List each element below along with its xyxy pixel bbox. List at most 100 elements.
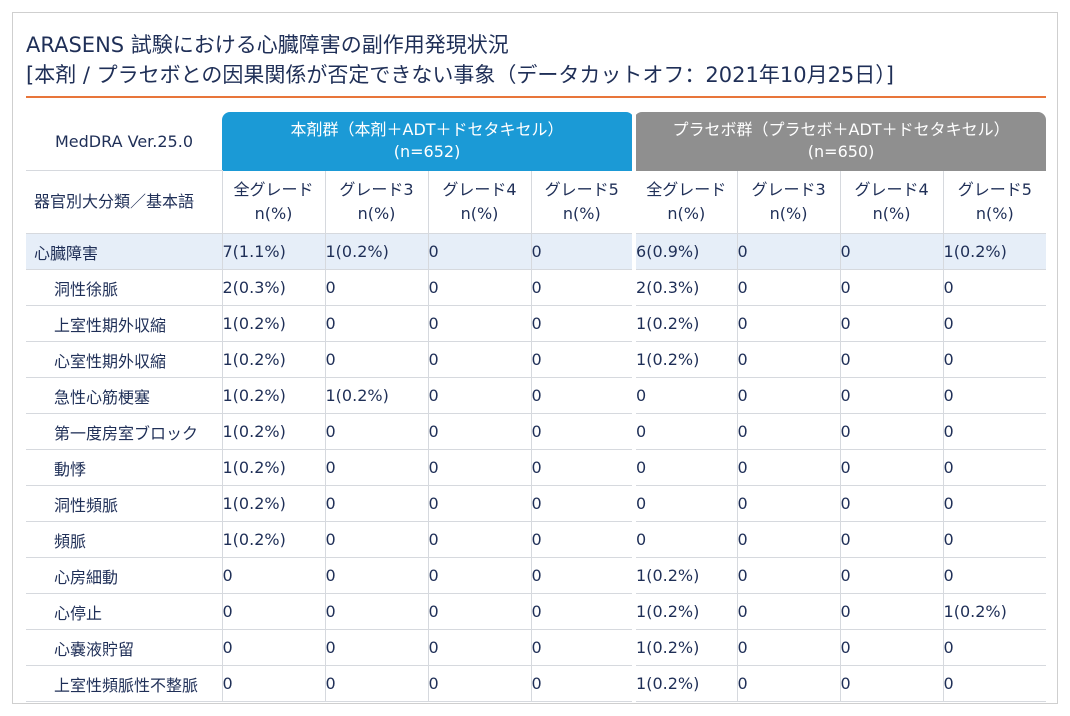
title-line-2: [本剤 / プラセボとの因果関係が否定できない事象（データカットオフ：2021年…: [26, 63, 894, 87]
grade-header: グレード5 n(%): [943, 170, 1047, 234]
row-label: 心房細動: [26, 557, 223, 594]
grade-unit: n(%): [667, 203, 706, 223]
table-cell: 0: [428, 485, 532, 522]
table-cell: 0: [325, 485, 429, 522]
adverse-events-table: MedDRA Ver.25.0 本剤群（本剤＋ADT＋ドセタキセル） (n=65…: [26, 112, 1047, 702]
table-cell: 0: [840, 377, 944, 414]
table-cell: 1(0.2%): [634, 593, 738, 630]
table-cell: 1(0.2%): [222, 485, 326, 522]
table-cell: 0: [325, 341, 429, 378]
table-cell: 0: [428, 233, 532, 270]
table-cell: 0: [428, 521, 532, 558]
grade-label: 全グレード: [646, 179, 727, 199]
table-row: 洞性頻脈 1(0.2%) 0 0 0 0 0 0 0: [26, 485, 1047, 522]
table-cell: 0: [737, 305, 841, 342]
table-cell: 0: [737, 593, 841, 630]
table-cell: 0: [531, 269, 637, 306]
table-cell: 1(0.2%): [634, 341, 738, 378]
table-body: 心臓障害 7(1.1%) 1(0.2%) 0 0 6(0.9%) 0 0 1(0.2%) 洞性徐脈…: [26, 233, 1047, 702]
table-cell: 0: [943, 413, 1047, 450]
table-cell: 0: [531, 341, 637, 378]
table-row: 上室性頻脈性不整脈 0 0 0 0 1(0.2%) 0 0 0: [26, 665, 1047, 702]
table-cell: 0: [840, 629, 944, 666]
grade-header: 全グレード n(%): [634, 170, 738, 234]
grade-header: グレード3 n(%): [325, 170, 429, 234]
table-cell: 0: [737, 269, 841, 306]
group-name: プラセボ群（プラセボ＋ADT＋ドセタキセル）: [672, 120, 1010, 140]
group-header-row: MedDRA Ver.25.0 本剤群（本剤＋ADT＋ドセタキセル） (n=65…: [26, 112, 1047, 171]
table-cell: 0: [428, 449, 532, 486]
table-cell: 0: [428, 665, 532, 702]
grade-header: グレード3 n(%): [737, 170, 841, 234]
grade-unit: n(%): [254, 203, 293, 223]
table-cell: 1(0.2%): [634, 557, 738, 594]
table-cell: 0: [325, 305, 429, 342]
table-row: 上室性期外収縮 1(0.2%) 0 0 0 1(0.2%) 0 0 0: [26, 305, 1047, 342]
table-cell: 1(0.2%): [634, 305, 738, 342]
table-cell: 0: [428, 413, 532, 450]
row-label: 心嚢液貯留: [26, 629, 223, 666]
grade-header: グレード4 n(%): [428, 170, 532, 234]
grade-header: グレード4 n(%): [840, 170, 944, 234]
table-cell: 0: [840, 665, 944, 702]
table-cell: 0: [737, 485, 841, 522]
group-n: (n=650): [807, 142, 875, 162]
table-cell: 0: [325, 521, 429, 558]
grade-label: グレード4: [442, 179, 517, 199]
row-label: 動悸: [26, 449, 223, 486]
grade-header-row: 器官別大分類／基本語 全グレード n(%) グレード3 n(%) グレード4 n(%) グレ…: [26, 170, 1047, 234]
table-cell: 0: [840, 269, 944, 306]
table-cell: 0: [325, 557, 429, 594]
page-title: ARASENS 試験における心臓障害の副作用発現状況 [本剤 / プラセボとの因…: [26, 30, 894, 90]
row-label: 心室性期外収縮: [26, 341, 223, 378]
row-label: 心停止: [26, 593, 223, 630]
row-label: 心臓障害: [26, 233, 223, 270]
grade-unit: n(%): [357, 203, 396, 223]
table-cell: 0: [428, 557, 532, 594]
table-cell: 0: [428, 629, 532, 666]
table-cell: 0: [531, 377, 637, 414]
category-header: 器官別大分類／基本語: [26, 170, 223, 234]
table-cell: 0: [634, 449, 738, 486]
table-cell: 0: [222, 629, 326, 666]
group-header-drug: 本剤群（本剤＋ADT＋ドセタキセル） (n=652): [222, 112, 637, 171]
table-cell: 7(1.1%): [222, 233, 326, 270]
table-cell: 0: [943, 521, 1047, 558]
table-cell: 0: [943, 377, 1047, 414]
table-cell: 0: [943, 629, 1047, 666]
table-cell: 0: [325, 413, 429, 450]
table-cell: 0: [840, 485, 944, 522]
table-cell: 0: [737, 341, 841, 378]
grade-label: グレード4: [854, 179, 929, 199]
table-cell: 0: [737, 449, 841, 486]
table-cell: 0: [840, 233, 944, 270]
title-line-1: ARASENS 試験における心臓障害の副作用発現状況: [26, 33, 509, 57]
group-n: (n=652): [393, 142, 461, 162]
table-cell: 2(0.3%): [634, 269, 738, 306]
row-label: 上室性頻脈性不整脈: [26, 665, 223, 702]
grade-header: 全グレード n(%): [222, 170, 326, 234]
table-row: 心停止 0 0 0 0 1(0.2%) 0 0 1(0.2%): [26, 593, 1047, 630]
table-cell: 1(0.2%): [634, 629, 738, 666]
table-row: 動悸 1(0.2%) 0 0 0 0 0 0 0: [26, 449, 1047, 486]
table-row: 洞性徐脈 2(0.3%) 0 0 0 2(0.3%) 0 0 0: [26, 269, 1047, 306]
grade-unit: n(%): [769, 203, 808, 223]
table-cell: 0: [222, 665, 326, 702]
row-label: 頻脈: [26, 521, 223, 558]
table-cell: 0: [222, 593, 326, 630]
table-cell: 0: [634, 413, 738, 450]
row-label: 急性心筋梗塞: [26, 377, 223, 414]
table-cell: 1(0.2%): [325, 377, 429, 414]
table-cell: 0: [325, 593, 429, 630]
table-row: 第一度房室ブロック 1(0.2%) 0 0 0 0 0 0 0: [26, 413, 1047, 450]
table-cell: 0: [943, 485, 1047, 522]
table-cell: 0: [222, 557, 326, 594]
table-cell: 0: [634, 521, 738, 558]
grade-label: グレード5: [957, 179, 1032, 199]
table-cell: 0: [428, 269, 532, 306]
table-cell: 1(0.2%): [222, 305, 326, 342]
row-label: 洞性頻脈: [26, 485, 223, 522]
table-cell: 0: [428, 305, 532, 342]
grade-unit: n(%): [562, 203, 601, 223]
table-cell: 0: [531, 629, 637, 666]
